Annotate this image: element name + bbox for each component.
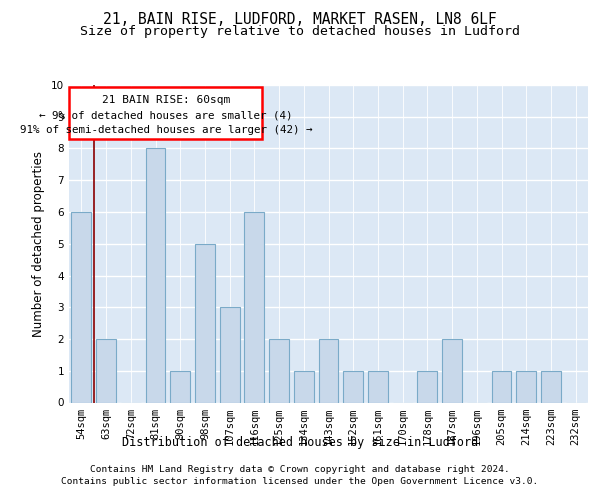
Bar: [195, 244, 215, 402]
Bar: [220, 307, 239, 402]
Bar: [269, 339, 289, 402]
Bar: [146, 148, 166, 402]
Bar: [71, 212, 91, 402]
Bar: [442, 339, 462, 402]
Bar: [294, 371, 314, 402]
Bar: [368, 371, 388, 402]
Bar: [517, 371, 536, 402]
Bar: [343, 371, 363, 402]
Bar: [491, 371, 511, 402]
Text: ← 9% of detached houses are smaller (4): ← 9% of detached houses are smaller (4): [39, 110, 293, 120]
Text: Distribution of detached houses by size in Ludford: Distribution of detached houses by size …: [122, 436, 478, 449]
Bar: [96, 339, 116, 402]
Bar: [170, 371, 190, 402]
Text: Contains HM Land Registry data © Crown copyright and database right 2024.: Contains HM Land Registry data © Crown c…: [90, 465, 510, 474]
Text: Contains public sector information licensed under the Open Government Licence v3: Contains public sector information licen…: [61, 477, 539, 486]
FancyBboxPatch shape: [70, 86, 262, 139]
Bar: [418, 371, 437, 402]
Bar: [541, 371, 561, 402]
Bar: [244, 212, 264, 402]
Text: 21, BAIN RISE, LUDFORD, MARKET RASEN, LN8 6LF: 21, BAIN RISE, LUDFORD, MARKET RASEN, LN…: [103, 12, 497, 28]
Text: 91% of semi-detached houses are larger (42) →: 91% of semi-detached houses are larger (…: [20, 126, 312, 136]
Y-axis label: Number of detached properties: Number of detached properties: [32, 151, 46, 337]
Text: Size of property relative to detached houses in Ludford: Size of property relative to detached ho…: [80, 25, 520, 38]
Bar: [319, 339, 338, 402]
Text: 21 BAIN RISE: 60sqm: 21 BAIN RISE: 60sqm: [102, 96, 230, 106]
